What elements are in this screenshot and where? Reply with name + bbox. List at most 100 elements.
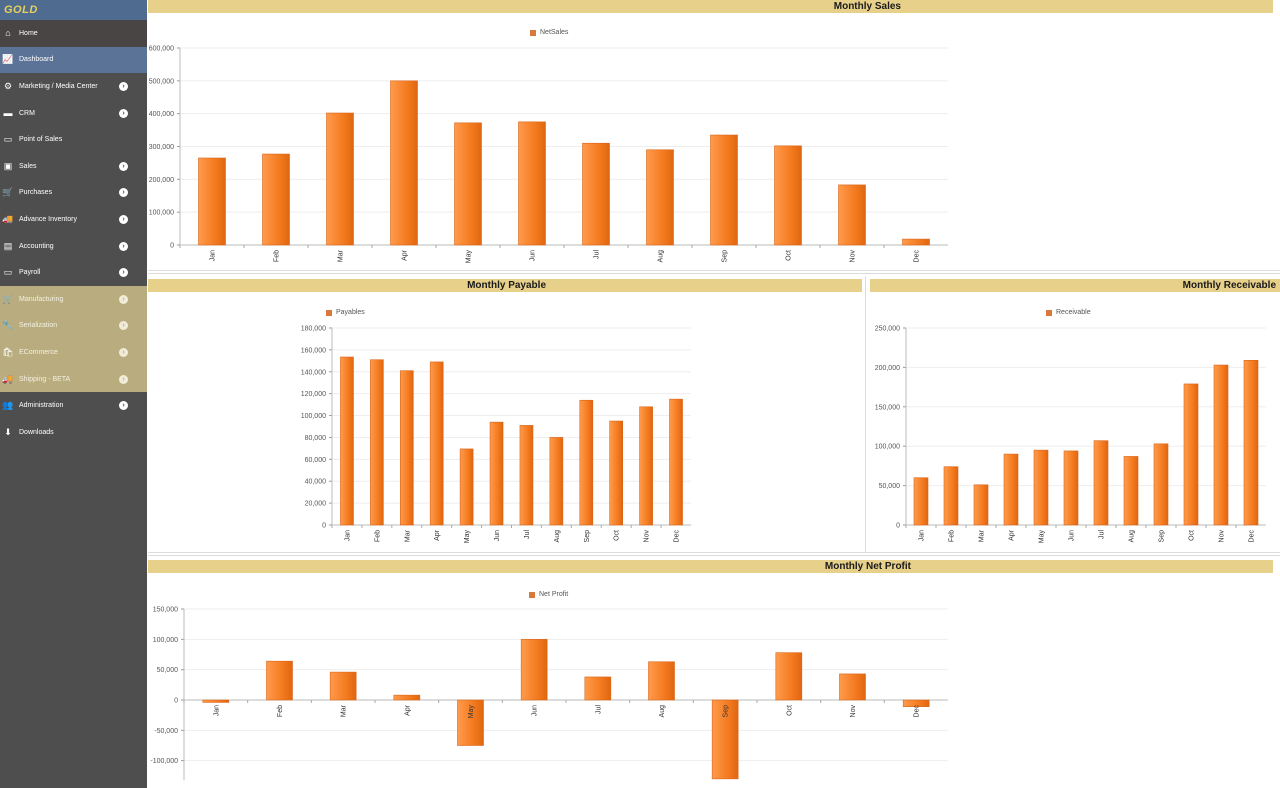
monthly-receivable-panel: Monthly Receivable Receivable 0 50,000 100… [870,279,1280,551]
chevron-right-icon[interactable]: › [119,81,128,91]
bar-nov[interactable] [838,184,866,246]
bar-jan[interactable] [340,356,354,526]
bar-sep[interactable] [710,134,738,246]
bar-oct[interactable] [774,145,802,246]
logo-bar: GOLD [0,0,147,20]
bar-mar[interactable] [326,112,354,246]
bar-mar[interactable] [973,484,989,526]
bar-may[interactable] [457,699,484,746]
bar-apr[interactable] [390,80,418,246]
chevron-right-icon[interactable]: › [119,268,128,278]
svg-text:Feb: Feb [949,530,956,542]
sidebar-item-label: Accounting [19,242,54,250]
chevron-right-icon[interactable]: › [119,374,128,384]
bar-dec[interactable] [1243,360,1259,526]
bar-feb[interactable] [943,466,959,526]
marketing-icon: ⚙ [3,80,13,91]
bar-apr[interactable] [393,694,421,701]
bar-jan[interactable] [913,477,929,526]
bar-jul[interactable] [582,142,610,246]
bar-dec[interactable] [669,398,683,526]
bar-nov[interactable] [1213,364,1229,526]
sidebar-item-dashboard[interactable]: 📈 Dashboard [0,46,147,74]
bar-apr[interactable] [429,361,444,526]
chevron-right-icon[interactable]: › [119,161,128,171]
svg-text:Sep: Sep [723,705,730,718]
chevron-right-icon[interactable]: › [119,108,128,118]
monthly-receivable-chart: 0 50,000 100,000 150,000 200,000 250,000 Jan Fe… [875,326,1266,543]
sidebar-item-home[interactable]: ⌂ Home [0,20,147,47]
shopping-bag-icon: 🛍 [2,346,14,357]
chevron-right-icon[interactable]: › [119,321,128,331]
sidebar-item-label: Home [19,29,38,37]
legend-swatch [326,309,332,316]
bar-dec[interactable] [902,238,930,246]
bar-oct[interactable] [775,652,803,701]
sidebar-item-purchases[interactable]: 🛒 Purchases › [0,180,147,207]
bar-aug[interactable] [549,437,564,526]
legend-swatch [530,29,536,36]
bar-feb[interactable] [370,359,384,526]
bar-jan[interactable] [202,699,230,703]
panel-title: Monthly Payable [148,279,862,292]
bar-nov[interactable] [639,406,653,526]
bar-feb[interactable] [266,660,293,701]
bar-jun[interactable] [520,639,548,701]
sidebar-item-ecommerce[interactable]: 🛍 ECommerce › [0,339,147,366]
chevron-right-icon[interactable]: › [119,214,128,224]
bar-feb[interactable] [262,153,290,246]
bar-aug[interactable] [648,661,675,701]
bar-jun[interactable] [518,121,546,246]
chevron-right-icon[interactable]: › [119,347,128,357]
chevron-right-icon[interactable]: › [119,401,128,411]
bar-jul[interactable] [1093,440,1109,526]
bar-aug[interactable] [1123,456,1139,526]
chevron-right-icon[interactable]: › [119,294,128,304]
sidebar-item-serialization[interactable]: 🔧 Serialization › [0,312,147,340]
bar-aug[interactable] [646,149,674,246]
svg-text:May: May [468,705,475,719]
bar-dec[interactable] [902,699,930,707]
svg-text:Jul: Jul [1099,530,1106,539]
svg-text:Dec: Dec [914,250,921,263]
panel-title: Monthly Receivable [870,279,1280,292]
bar-may[interactable] [454,122,482,246]
sidebar-item-crm[interactable]: ▬ CRM › [0,100,147,127]
bar-sep[interactable] [711,699,739,780]
bar-sep[interactable] [1153,443,1169,526]
bar-apr[interactable] [1003,453,1019,526]
sidebar-item-point-of-sales[interactable]: ▭ Point of Sales [0,126,147,153]
bar-oct[interactable] [609,420,624,526]
sidebar-item-sales[interactable]: ▣ Sales › [0,153,147,180]
bar-mar[interactable] [399,370,414,526]
svg-text:Oct: Oct [614,530,621,541]
bar-mar[interactable] [329,671,357,701]
chevron-right-icon[interactable]: › [119,188,128,198]
bar-sep[interactable] [579,399,594,526]
svg-text:May: May [1039,530,1046,544]
sidebar-item-administration[interactable]: 👥 Administration › [0,392,147,419]
bar-may[interactable] [1033,449,1049,526]
bar-jan[interactable] [198,157,226,246]
bar-jun[interactable] [489,421,504,526]
sidebar-item-shipping-beta[interactable]: 🚚 Shipping - BETA › [0,365,147,393]
credit-card-icon: ▭ [3,267,13,278]
bar-jun[interactable] [1063,450,1079,526]
bar-oct[interactable] [1183,383,1199,526]
svg-text:Oct: Oct [786,250,793,261]
sidebar-item-marketing-media-center[interactable]: ⚙ Marketing / Media Center › [0,73,147,100]
svg-text:-100,000: -100,000 [150,758,178,765]
svg-text:Dec: Dec [914,705,921,718]
bar-jul[interactable] [584,676,612,701]
bar-may[interactable] [459,448,474,526]
sidebar-item-downloads[interactable]: ⬇ Downloads [0,419,147,446]
sidebar-item-accounting[interactable]: ▤ Accounting › [0,233,147,260]
chevron-right-icon[interactable]: › [119,241,128,251]
svg-text:Mar: Mar [338,249,345,262]
bar-nov[interactable] [839,673,866,701]
sidebar-item-advance-inventory[interactable]: 🚚 Advance Inventory › [0,206,147,233]
sidebar-item-manufacturing[interactable]: 🛒 Manufacturing › [0,285,147,313]
svg-text:100,000: 100,000 [149,210,174,217]
sidebar-item-payroll[interactable]: ▭ Payroll › [0,259,147,286]
bar-jul[interactable] [519,425,534,526]
